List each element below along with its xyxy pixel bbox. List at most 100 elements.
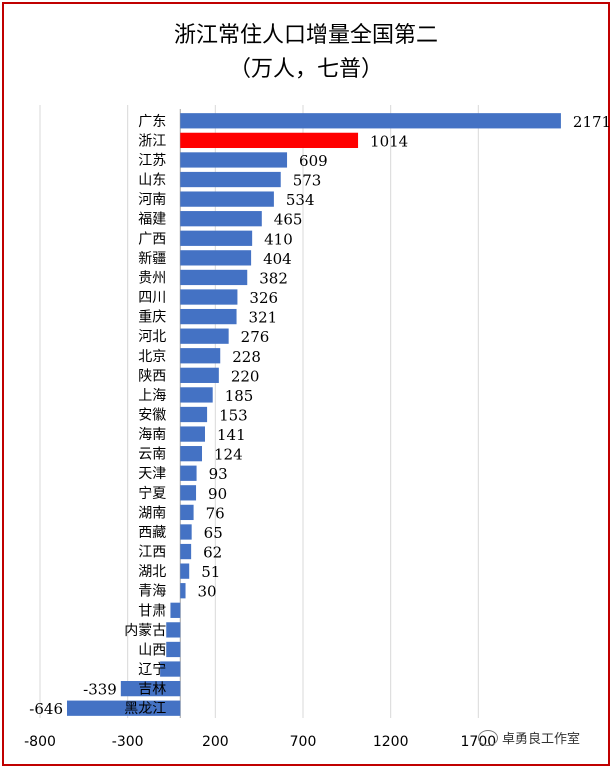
category-label: 宁夏 [138, 485, 166, 502]
category-label: 天津 [138, 466, 166, 482]
bar [180, 387, 213, 403]
bar [120, 680, 181, 697]
value-label: 276 [241, 328, 270, 346]
bar [166, 622, 181, 638]
bar [180, 426, 205, 442]
bar [180, 171, 281, 188]
bar [180, 583, 186, 599]
bar [180, 269, 248, 286]
category-label: 甘肃 [138, 603, 166, 619]
category-label: 四川 [138, 290, 166, 306]
x-tick-label: 200 [202, 734, 229, 750]
category-label: 山西 [138, 642, 166, 658]
value-label: 2171 [573, 113, 611, 131]
x-tick-label: -800 [24, 734, 56, 750]
value-label: 1014 [370, 132, 408, 150]
category-label: 浙江 [138, 133, 166, 149]
value-label: 30 [198, 583, 217, 601]
bar [180, 328, 229, 344]
category-label: 陕西 [138, 368, 166, 384]
category-label: 安徽 [138, 408, 166, 424]
value-label: 321 [249, 309, 278, 327]
bar [170, 602, 181, 618]
category-label: 上海 [138, 388, 166, 404]
bar [180, 308, 237, 325]
category-label: 贵州 [138, 270, 166, 286]
bar [67, 700, 181, 716]
bar [180, 543, 192, 560]
bar [180, 132, 359, 149]
category-label: 重庆 [138, 310, 166, 326]
watermark: 卓勇良工作室 [478, 728, 580, 747]
bar [180, 113, 561, 129]
value-label: 410 [264, 230, 293, 248]
category-label: 江西 [138, 545, 166, 561]
value-label: 609 [299, 152, 328, 170]
value-label: 51 [201, 563, 220, 581]
x-tick-label: 700 [290, 734, 317, 750]
bar [180, 211, 262, 227]
category-label: 江苏 [138, 153, 166, 169]
bar [160, 661, 181, 677]
bar [180, 289, 238, 305]
category-label: 福建 [138, 212, 166, 228]
value-label: 404 [263, 250, 292, 268]
category-label: 西藏 [138, 525, 166, 541]
value-label: 534 [286, 191, 315, 209]
category-label: 辽宁 [138, 661, 166, 678]
category-label: 青海 [138, 584, 166, 600]
category-label: 山东 [138, 173, 166, 189]
bar [180, 367, 219, 383]
category-label: 新疆 [138, 251, 166, 267]
chart-subtitle: （万人，七普） [228, 57, 383, 82]
category-label: 吉林 [138, 682, 166, 698]
value-label: 465 [274, 211, 303, 229]
category-label: 黑龙江 [124, 701, 166, 717]
value-label: 124 [214, 446, 243, 464]
value-label: 141 [217, 426, 246, 444]
value-label: 220 [231, 367, 260, 385]
bar [166, 641, 181, 658]
category-label: 湖北 [138, 564, 166, 580]
bar [180, 465, 197, 481]
bar [180, 191, 274, 207]
bar [180, 524, 192, 540]
category-label: 北京 [138, 349, 166, 365]
value-label: 228 [232, 348, 261, 366]
value-label: 573 [293, 172, 322, 190]
bar [180, 485, 197, 501]
category-label: 广东 [138, 114, 166, 130]
bar [180, 348, 221, 364]
value-label: -339 [83, 681, 117, 699]
value-label: 62 [203, 544, 222, 562]
bar [180, 152, 288, 168]
bar [180, 406, 208, 423]
bar [180, 504, 194, 521]
value-label: 65 [204, 524, 223, 542]
bar [180, 250, 252, 266]
category-label: 河南 [138, 192, 166, 208]
bar [180, 446, 203, 462]
category-label: 河北 [138, 329, 166, 345]
value-label: 153 [219, 407, 248, 425]
category-label: 海南 [138, 427, 166, 443]
value-label: -646 [29, 700, 63, 718]
watermark-text: 卓勇良工作室 [502, 732, 581, 747]
x-tick-label: -300 [112, 734, 144, 750]
value-label: 185 [225, 387, 254, 405]
category-label: 广西 [138, 231, 166, 247]
value-label: 90 [208, 485, 227, 503]
chart-title: 浙江常住人口增量全国第二 [173, 23, 438, 48]
category-label: 湖南 [138, 505, 166, 521]
wechat-icon [478, 729, 498, 746]
category-label: 云南 [138, 447, 166, 463]
value-label: 382 [259, 269, 288, 287]
x-tick-label: 1200 [373, 734, 409, 750]
value-label: 93 [209, 465, 228, 483]
bar [180, 230, 253, 246]
category-label: 内蒙古 [124, 623, 166, 639]
value-label: 326 [249, 289, 278, 307]
value-label: 76 [206, 504, 225, 522]
